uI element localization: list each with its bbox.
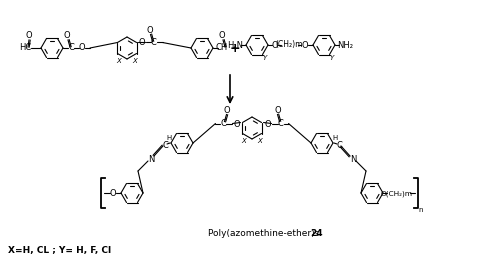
Text: N: N: [148, 155, 154, 163]
Text: +: +: [230, 41, 240, 54]
Text: Y: Y: [263, 55, 267, 61]
Text: 24: 24: [310, 228, 322, 238]
Text: H: H: [166, 135, 172, 141]
Text: O: O: [272, 40, 278, 49]
Text: C: C: [220, 119, 226, 128]
Text: HC: HC: [19, 44, 31, 53]
Text: X: X: [242, 138, 246, 144]
Text: O: O: [78, 44, 86, 53]
Text: (CH₂)m: (CH₂)m: [275, 40, 303, 49]
Text: O: O: [302, 40, 308, 49]
Text: O: O: [264, 120, 271, 129]
Text: C: C: [278, 119, 283, 128]
Text: H₂N: H₂N: [227, 40, 243, 49]
Text: O: O: [110, 189, 116, 198]
Text: H: H: [332, 135, 338, 141]
Text: NH₂: NH₂: [337, 40, 353, 49]
Text: O: O: [223, 106, 230, 115]
Text: Y: Y: [330, 55, 334, 61]
Text: C: C: [150, 38, 156, 47]
Text: n: n: [419, 207, 423, 213]
Text: O: O: [138, 38, 145, 47]
Text: Poly(azomethine-ether)s: Poly(azomethine-ether)s: [208, 228, 322, 238]
Text: O: O: [274, 106, 281, 115]
Text: O: O: [64, 32, 70, 40]
Text: O: O: [26, 32, 32, 40]
Text: O: O: [233, 120, 240, 129]
Text: C: C: [68, 44, 74, 53]
Text: X: X: [132, 58, 138, 64]
Text: C: C: [162, 140, 168, 149]
Text: O: O: [218, 32, 226, 40]
Text: X=H, CL ; Y= H, F, Cl: X=H, CL ; Y= H, F, Cl: [8, 247, 111, 255]
Text: O: O: [146, 26, 153, 35]
Text: C: C: [336, 140, 342, 149]
Text: X: X: [116, 58, 121, 64]
Text: CH: CH: [216, 44, 228, 53]
Text: N: N: [350, 155, 356, 163]
Text: O(CH₂)m: O(CH₂)m: [381, 191, 413, 197]
Text: X: X: [258, 138, 262, 144]
